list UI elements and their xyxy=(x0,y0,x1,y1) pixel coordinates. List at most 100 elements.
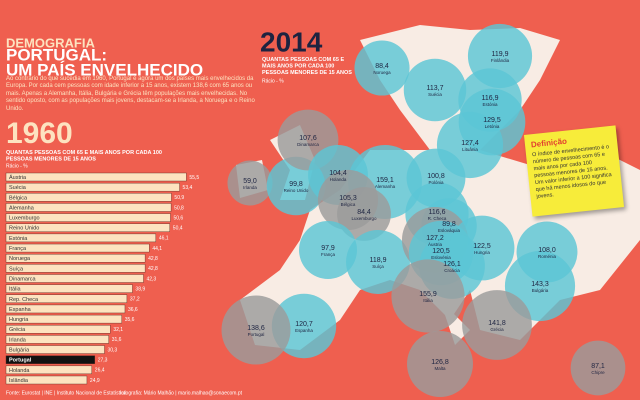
bubble xyxy=(337,187,391,241)
bar xyxy=(5,335,109,344)
category-label: Grécia xyxy=(9,327,26,333)
footer-credit: Infografia: Mário Malhão | mario.malhao@… xyxy=(120,390,243,396)
value-label: 97,9 xyxy=(321,245,335,252)
country-label: Malta xyxy=(434,366,446,371)
country-label: Letónia xyxy=(485,124,500,129)
category-label: Hungria xyxy=(9,317,29,323)
country-label: Luxemburgo xyxy=(351,216,377,221)
value-label: 35,6 xyxy=(125,317,135,323)
bar xyxy=(5,203,172,212)
value-label: 42,8 xyxy=(148,256,158,262)
country-label: Estónia xyxy=(482,102,498,107)
country-label: Itália xyxy=(423,298,433,303)
value-label: 27,3 xyxy=(98,358,108,364)
subtitle-line: MAIS ANOS POR CADA 100 xyxy=(262,64,334,70)
unit: Rácio - % xyxy=(262,78,284,84)
category-label: Bulgária xyxy=(9,348,30,354)
category-label: Dinamarca xyxy=(9,276,37,282)
value-label: 99,8 xyxy=(289,181,303,188)
value-label: 55,5 xyxy=(189,175,199,181)
country-label: Finlândia xyxy=(491,58,510,63)
value-label: 126,8 xyxy=(431,359,449,366)
bubble xyxy=(221,295,291,365)
bar xyxy=(5,355,95,364)
country-label: Lituânia xyxy=(462,147,478,152)
bubble xyxy=(403,58,467,122)
country-label: Croácia xyxy=(444,268,460,273)
footer-source: Fonte: Eurostat | INE | Instituto Nacion… xyxy=(6,390,127,396)
intro: Ao contrário do que sucedia em 1960, Por… xyxy=(6,76,255,112)
subtitle-line: PESSOAS MENORES DE 15 ANOS xyxy=(6,157,96,163)
country-label: Dinamarca xyxy=(297,142,319,147)
country-label: Suécia xyxy=(428,92,442,97)
country-label: Eslováquia xyxy=(438,228,461,233)
value-label: 126,1 xyxy=(443,261,461,268)
value-label: 116,6 xyxy=(429,209,446,216)
bar xyxy=(5,182,180,192)
value-label: 36,6 xyxy=(128,307,138,313)
value-label: 88,4 xyxy=(375,63,389,70)
value-label: 141,8 xyxy=(488,320,506,327)
value-label: 37,2 xyxy=(130,297,140,303)
value-label: 129,5 xyxy=(483,117,501,124)
value-label: 26,4 xyxy=(95,368,105,374)
category-label: Espanha xyxy=(9,307,32,313)
chart-title: 1960 xyxy=(6,117,73,150)
value-label: 50,8 xyxy=(174,205,184,211)
value-label: 118,9 xyxy=(370,257,387,264)
category-label: Alemanha xyxy=(9,205,35,211)
country-label: Polónia xyxy=(428,180,444,185)
category-label: Bélgica xyxy=(9,195,28,201)
value-label: 120,5 xyxy=(432,248,450,255)
category-label: Estónia xyxy=(9,236,28,242)
value-label: 53,4 xyxy=(183,185,193,191)
category-label: França xyxy=(9,246,27,252)
subtitle: QUANTAS PESSOAS COM 65 E MAIS ANOS POR C… xyxy=(6,150,162,163)
bubble xyxy=(346,230,410,294)
value-label: 50,4 xyxy=(173,226,183,232)
value-label: 42,8 xyxy=(148,266,158,272)
bar xyxy=(5,345,105,354)
value-label: 116,9 xyxy=(482,95,499,102)
country-label: Espanha xyxy=(295,328,313,333)
country-label: Bulgária xyxy=(532,288,549,293)
value-label: 84,4 xyxy=(357,209,371,216)
value-label: 32,1 xyxy=(113,327,123,333)
country-label: R. Checa xyxy=(428,216,447,221)
category-label: Irlanda xyxy=(9,337,27,343)
bar xyxy=(5,223,171,232)
value-label: 59,0 xyxy=(243,178,257,185)
chart-title: 2014 xyxy=(260,26,323,57)
bar xyxy=(5,264,146,273)
country-label: Alemanha xyxy=(375,184,396,189)
value-label: 127,4 xyxy=(461,140,479,147)
title-line: PORTUGAL: xyxy=(6,45,107,64)
bubble xyxy=(299,221,357,279)
country-label: Grécia xyxy=(490,327,504,332)
value-label: 44,1 xyxy=(152,246,162,252)
country-label: Bélgica xyxy=(341,202,356,207)
value-label: 127,2 xyxy=(426,235,444,242)
value-label: 138,6 xyxy=(247,325,265,332)
category-label: Áustria xyxy=(9,174,27,181)
country-label: Portugal xyxy=(248,332,265,337)
country-label: Roménia xyxy=(538,254,557,259)
title-line: UM PAÍS ENVELHECIDO xyxy=(6,60,203,79)
category-label: Islândia xyxy=(9,378,29,384)
value-label: 104,4 xyxy=(329,170,347,177)
category-label: Suécia xyxy=(9,185,27,191)
bubble xyxy=(227,160,273,206)
value-label: 87,1 xyxy=(591,363,605,370)
category-label: Luxemburgo xyxy=(9,216,40,222)
bubble xyxy=(570,340,626,396)
value-label: 108,0 xyxy=(538,247,556,254)
bar xyxy=(5,233,157,243)
value-label: 38,9 xyxy=(135,286,145,292)
category-label: Rep. Checa xyxy=(9,297,39,303)
bubble xyxy=(462,290,532,360)
value-label: 46,1 xyxy=(159,236,169,242)
country-label: Áustria xyxy=(428,241,443,247)
subtitle: QUANTAS PESSOAS COM 65 E MAIS ANOS POR CA… xyxy=(262,57,352,76)
value-label: 143,3 xyxy=(531,281,549,288)
